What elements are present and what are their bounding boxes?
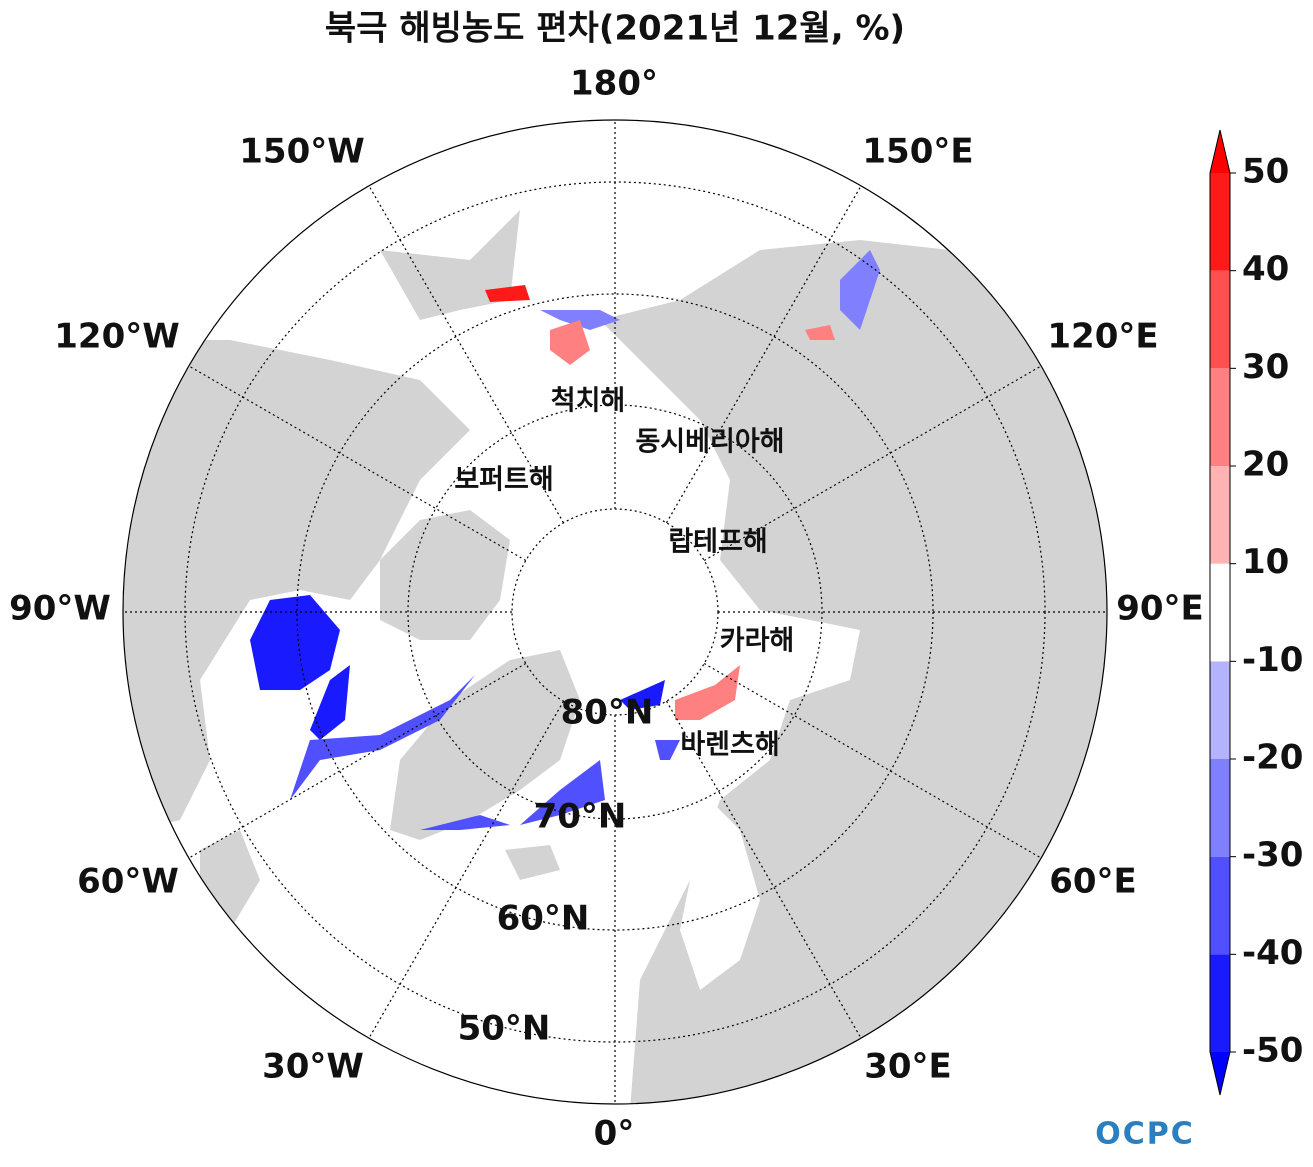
- longitude-label: 0°: [594, 1114, 635, 1154]
- latitude-label: 70°N: [534, 797, 627, 837]
- colorbar-tick-label: -20: [1242, 738, 1303, 778]
- colorbar-bin: [1210, 563, 1230, 662]
- colorbar-bin: [1210, 270, 1230, 369]
- latitude-label: 60°N: [497, 899, 590, 939]
- longitude-label: 120°W: [54, 317, 179, 357]
- colorbar-bin: [1210, 759, 1230, 857]
- latitude-circle: [407, 404, 823, 820]
- land-archipelago: [380, 510, 510, 640]
- colorbar-tick-label: 40: [1242, 249, 1289, 289]
- longitude-label: 30°W: [262, 1047, 364, 1087]
- anomaly-okhotsk-pos: [805, 325, 835, 340]
- colorbar-tick-label: 30: [1242, 347, 1289, 387]
- sea-label: 카라해: [720, 626, 795, 657]
- colorbar: -50 -40 -30 -20 -10 10 20 30 40 50: [1209, 129, 1303, 1096]
- anomaly-greenland-sea: [520, 760, 605, 825]
- anomaly-labrador: [290, 675, 475, 800]
- anomaly-bering: [485, 285, 530, 302]
- colorbar-tick-label: -50: [1242, 1031, 1303, 1071]
- colorbar-bin: [1210, 954, 1230, 1052]
- logo: OCPC: [1095, 1117, 1195, 1152]
- sea-label: 바렌츠해: [680, 730, 779, 761]
- map-boundary: [122, 119, 1108, 1105]
- sea-label: 랍테프해: [668, 527, 767, 558]
- longitude-label: 180°: [570, 64, 658, 104]
- anomaly-baffin: [310, 665, 350, 740]
- land-greenland: [390, 650, 580, 840]
- colorbar-tick-label: -30: [1242, 835, 1303, 875]
- longitude-label: 150°E: [862, 132, 973, 172]
- sea-label: 동시베리아해: [635, 427, 784, 458]
- sea-label: 보퍼트해: [454, 465, 553, 496]
- longitude-label: 30°E: [864, 1047, 952, 1087]
- longitude-label: 60°W: [77, 862, 179, 902]
- anomaly-chukchi-pos: [550, 320, 590, 365]
- latitude-label: 80°N: [561, 693, 654, 733]
- colorbar-bin: [1210, 856, 1230, 955]
- land-alaska: [380, 210, 520, 320]
- longitude-label: 90°E: [1116, 589, 1204, 629]
- anomaly-barents-pos: [675, 665, 740, 720]
- map-body: [123, 120, 1107, 1104]
- anomaly-svalbard: [620, 680, 665, 710]
- colorbar-tick-label: -40: [1242, 933, 1303, 973]
- colorbar-tick-label: -10: [1242, 640, 1303, 680]
- anomaly-okhotsk: [840, 250, 880, 330]
- title: 북극 해빙농도 편차(2021년 12월, %): [325, 9, 905, 49]
- colorbar-tick-label: 20: [1242, 445, 1289, 485]
- colorbar-bin: [1210, 466, 1230, 564]
- longitude-label: 120°E: [1047, 317, 1158, 357]
- graticule: [123, 120, 1107, 1104]
- colorbar-extend-under: [1210, 1052, 1230, 1095]
- longitude-label: 150°W: [239, 132, 364, 172]
- colorbar-extend-over: [1210, 130, 1230, 173]
- colorbar-bin: [1210, 661, 1230, 759]
- longitude-label: 90°W: [9, 589, 111, 629]
- colorbar-bin: [1210, 173, 1230, 271]
- anomaly-barents-neg: [655, 740, 680, 760]
- sea-label: 척치해: [551, 386, 626, 417]
- anomaly-denmark-strait: [420, 815, 510, 830]
- colorbar-tick-label: 50: [1242, 152, 1289, 192]
- anomaly-hudson: [250, 595, 340, 690]
- longitude-label: 60°E: [1049, 862, 1137, 902]
- latitude-label: 50°N: [458, 1009, 551, 1049]
- land-iceland: [505, 845, 560, 880]
- colorbar-tick-label: 10: [1242, 542, 1289, 582]
- labels: 180° 150°E 120°E 90°E 60°E 30°E 0° 30°W 60°W 90°W…: [9, 64, 1204, 1154]
- baltic-sea: [650, 790, 760, 990]
- colorbar-bin: [1210, 368, 1230, 466]
- land-north-america: [123, 340, 470, 840]
